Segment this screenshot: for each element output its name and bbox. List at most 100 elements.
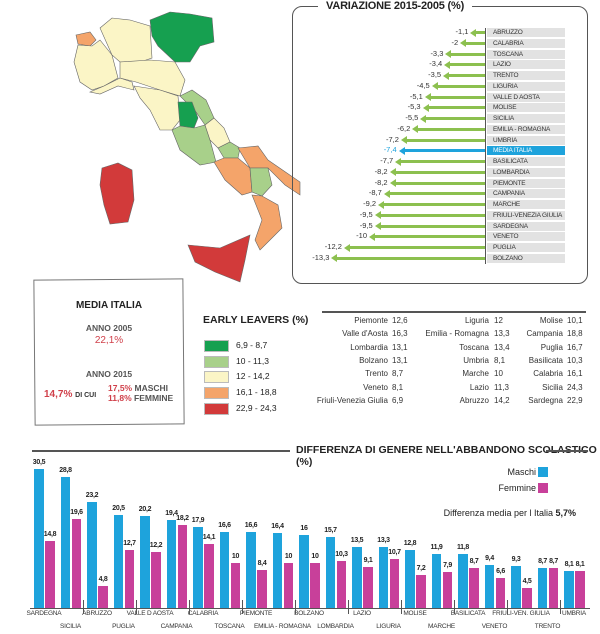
variation-value: -3,4 <box>429 59 443 69</box>
bar-femmine <box>45 540 55 608</box>
bar-maschi <box>60 476 70 608</box>
bar-value-label: 20,2 <box>138 506 152 514</box>
variation-arrow <box>349 246 485 249</box>
table-region-name: Piemonte <box>354 316 388 325</box>
category-label: CAMPANIA <box>160 623 193 630</box>
legend-label: 6,9 - 8,7 <box>236 340 268 350</box>
bar-value-label: 28,8 <box>59 466 72 474</box>
gender-split: 17,5% MASCHI 11,8% FEMMINE <box>108 383 173 403</box>
arrow-head-icon <box>383 189 390 198</box>
bar-value-label: 8,7 <box>538 558 547 566</box>
region-valle-d-aosta <box>75 31 97 47</box>
arrow-head-icon <box>445 50 452 58</box>
variation-arrow <box>476 31 485 34</box>
category-label: CALABRIA <box>187 610 219 617</box>
category-label: PUGLIA <box>112 623 135 630</box>
category-label: FRIULI-VEN. GIULIA <box>492 610 550 617</box>
legend-title: EARLY LEAVERS (%) <box>203 314 309 326</box>
bar-femmine <box>575 571 585 608</box>
bar-value-label: 17,9 <box>191 516 205 524</box>
bar-femmine <box>71 518 81 608</box>
category-label: VALLE D AOSTA <box>126 610 174 617</box>
bar-maschi <box>352 546 362 608</box>
bar-value-label: 16,6 <box>218 522 231 530</box>
table-region-value: 16,7 <box>567 342 583 352</box>
legend-swatch <box>204 340 229 352</box>
variation-value: -8,7 <box>368 188 382 198</box>
variation-row-label: UMBRIA <box>487 135 565 145</box>
legend-maschi-label: Maschi <box>507 467 536 477</box>
bar-value-label: 30,5 <box>32 459 46 467</box>
variation-row-label: PIEMONTE <box>487 178 565 188</box>
anno-2015-total: 14,7% DI CUI <box>44 389 96 400</box>
average-difference-note: Differenza media per l Italia 5,7% <box>400 508 576 518</box>
table-region-name: Valle d'Aosta <box>342 329 388 339</box>
bar-femmine <box>177 525 187 608</box>
bar-value-label: 4,5 <box>522 577 532 585</box>
category-label: ABRUZZO <box>82 610 112 617</box>
bar-maschi <box>219 532 229 608</box>
anno-2005-value: 22,1% <box>94 335 124 346</box>
bar-maschi <box>511 565 521 608</box>
bar-value-label: 12,7 <box>123 540 136 548</box>
bar-value-label: 8,7 <box>469 558 479 566</box>
average-difference-value: 5,7% <box>555 508 576 518</box>
bar-value-label: 10 <box>311 552 319 560</box>
bar-value-label: 10,7 <box>388 549 401 557</box>
bar-maschi <box>537 568 547 608</box>
table-region-name: Sicilia <box>542 382 563 392</box>
table-region-name: Puglia <box>540 342 563 352</box>
variation-arrow <box>375 235 485 239</box>
variation-row-label: MEDIA ITALIA <box>487 146 565 156</box>
bar-value-label: 15,7 <box>324 526 337 534</box>
bar-maschi <box>431 553 441 608</box>
table-region-name: Lazio <box>469 382 489 392</box>
variation-arrow <box>380 213 485 217</box>
variation-arrow <box>406 138 485 142</box>
legend-swatch <box>204 355 229 368</box>
variation-value: -5,5 <box>405 113 419 122</box>
table-region-value: 16,3 <box>392 329 408 339</box>
variation-row-label: TOSCANA <box>487 49 565 59</box>
bar-value-label: 12,8 <box>403 539 417 547</box>
arrow-head-icon <box>395 157 402 166</box>
category-label: TOSCANA <box>214 623 245 630</box>
variation-row-label: BASILICATA <box>487 157 565 166</box>
variation-axis <box>485 28 486 264</box>
region-campania <box>213 157 253 196</box>
bar-value-label: 9,1 <box>363 556 373 564</box>
bar-maschi <box>34 469 44 608</box>
bar-value-label: 11,8 <box>456 544 470 552</box>
bar-maschi <box>246 532 256 608</box>
bar-maschi <box>458 554 468 608</box>
bar-value-label: 7,9 <box>443 562 452 570</box>
bar-value-label: 8,4 <box>257 559 267 567</box>
variation-arrow <box>395 170 485 174</box>
bar-value-label: 19,6 <box>70 508 83 516</box>
table-region-value: 10,1 <box>567 316 583 325</box>
legend-femmine-swatch <box>538 483 548 493</box>
table-region-name: Calabria <box>533 369 563 379</box>
bar-value-label: 6,6 <box>496 567 505 575</box>
category-separator <box>560 600 561 614</box>
variation-row-label: SARDEGNA <box>487 221 565 231</box>
bar-value-label: 16,6 <box>244 522 258 530</box>
arrow-head-icon <box>470 28 477 37</box>
di-cui-label: DI CUI <box>75 392 97 399</box>
arrow-head-icon <box>412 125 419 134</box>
table-region-name: Bolzano <box>359 355 388 365</box>
bar-value-label: 13,5 <box>350 536 364 544</box>
bar-value-label: 20,5 <box>112 504 125 512</box>
table-region-value: 8,1 <box>392 382 404 392</box>
category-label: UMBRIA <box>561 610 587 617</box>
region-sicilia <box>187 234 251 283</box>
bar-maschi <box>166 519 176 608</box>
bar-value-label: 10 <box>231 552 240 560</box>
table-region-name: Campania <box>526 329 563 339</box>
variation-value: -8,2 <box>374 177 388 187</box>
table-region-name: Lombardia <box>350 342 388 352</box>
table-region-name: Friuli-Venezia Giulia <box>316 395 388 405</box>
variation-value: -1,1 <box>455 27 469 36</box>
variation-value: -9,5 <box>359 220 373 230</box>
anno-2015-label: ANNO 2015 <box>85 369 133 379</box>
